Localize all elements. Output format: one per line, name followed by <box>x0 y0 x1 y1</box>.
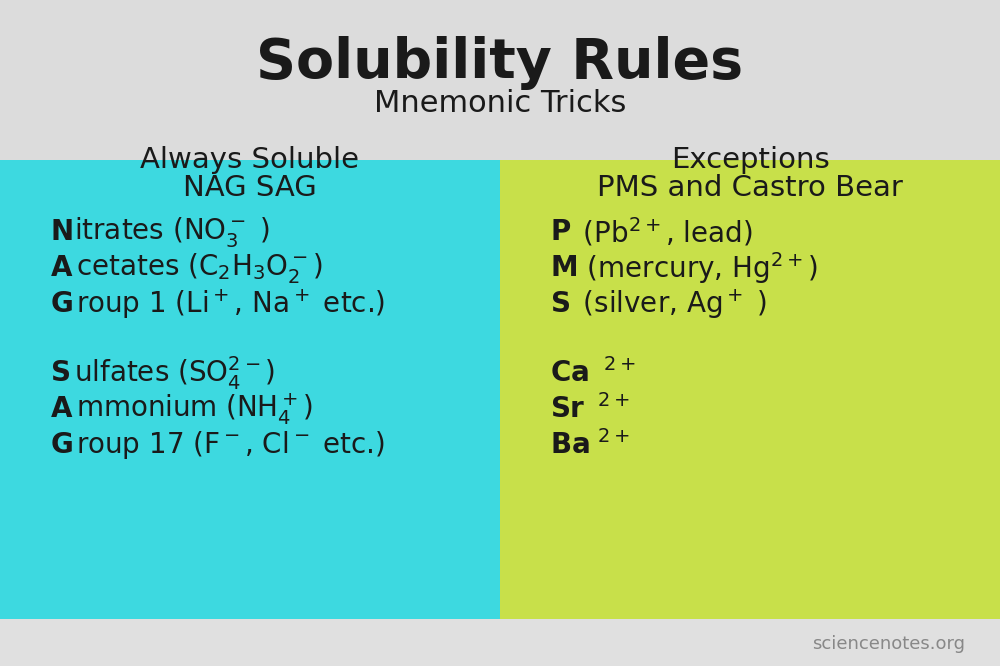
Bar <box>0 619 1000 666</box>
Text: $\bf{S}$: $\bf{S}$ <box>550 290 570 318</box>
Text: cetates (C$_2$H$_3$O$_2^-$): cetates (C$_2$H$_3$O$_2^-$) <box>76 251 323 286</box>
Text: $\bf{Ba}$: $\bf{Ba}$ <box>550 431 590 459</box>
Text: $\bf{M}$: $\bf{M}$ <box>550 254 577 282</box>
Text: $^{2+}$: $^{2+}$ <box>588 394 630 424</box>
Text: (mercury, Hg$^{2+}$): (mercury, Hg$^{2+}$) <box>578 250 818 286</box>
Text: $\bf{A}$: $\bf{A}$ <box>50 395 73 423</box>
Text: roup 17 (F$^-$, Cl$^-$ etc.): roup 17 (F$^-$, Cl$^-$ etc.) <box>76 429 385 461</box>
Text: $\bf{Ca}$: $\bf{Ca}$ <box>550 359 589 387</box>
Text: ulfates (SO$_4^{2-}$): ulfates (SO$_4^{2-}$) <box>74 354 275 392</box>
Text: $\bf{G}$: $\bf{G}$ <box>50 290 73 318</box>
Text: (Pb$^{2+}$, lead): (Pb$^{2+}$, lead) <box>574 216 753 249</box>
Text: Exceptions: Exceptions <box>671 146 829 174</box>
Bar <box>500 160 1000 619</box>
Text: $\bf{Sr}$: $\bf{Sr}$ <box>550 395 586 423</box>
Text: Mnemonic Tricks: Mnemonic Tricks <box>374 89 626 118</box>
Bar <box>0 0 1000 160</box>
Text: $^{2+}$: $^{2+}$ <box>594 358 636 388</box>
Text: $\bf{A}$: $\bf{A}$ <box>50 254 73 282</box>
Text: $\bf{S}$: $\bf{S}$ <box>50 359 70 387</box>
Text: $\bf{N}$: $\bf{N}$ <box>50 218 73 246</box>
Text: Always Soluble: Always Soluble <box>140 146 360 174</box>
Text: sciencenotes.org: sciencenotes.org <box>812 635 965 653</box>
Text: NAG SAG: NAG SAG <box>183 174 317 202</box>
Text: $\bf{G}$: $\bf{G}$ <box>50 431 73 459</box>
Text: roup 1 (Li$^+$, Na$^+$ etc.): roup 1 (Li$^+$, Na$^+$ etc.) <box>76 288 385 321</box>
Text: PMS and Castro Bear: PMS and Castro Bear <box>597 174 903 202</box>
Text: $\bf{P}$: $\bf{P}$ <box>550 218 571 246</box>
Text: mmonium (NH$_4^+$): mmonium (NH$_4^+$) <box>76 391 313 427</box>
Text: (silver, Ag$^+$ ): (silver, Ag$^+$ ) <box>574 288 767 321</box>
Text: $^{2+}$: $^{2+}$ <box>588 430 630 460</box>
Text: itrates (NO$_3^-$ ): itrates (NO$_3^-$ ) <box>74 215 270 250</box>
Bar <box>0 160 500 619</box>
Text: Solubility Rules: Solubility Rules <box>256 36 744 91</box>
